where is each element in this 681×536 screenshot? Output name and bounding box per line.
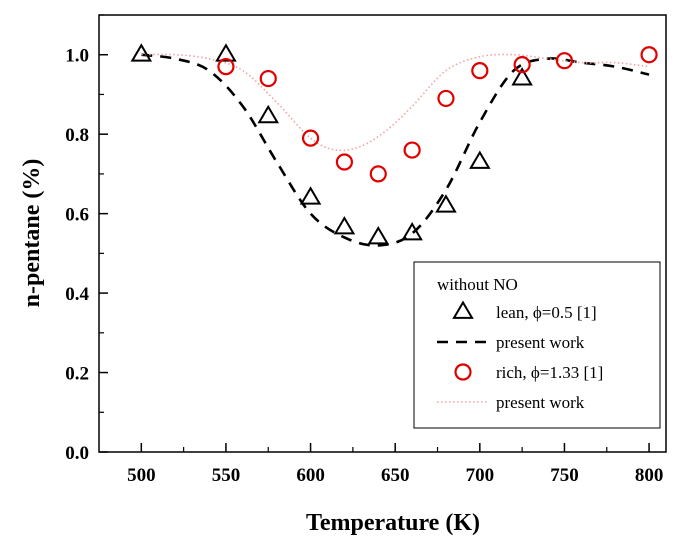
rich-data-point xyxy=(555,52,574,70)
x-tick-label: 800 xyxy=(635,465,664,486)
legend-title: without NO xyxy=(437,275,518,294)
series-line-3 xyxy=(141,53,650,152)
rich-data-point xyxy=(513,56,531,74)
lean-data-point xyxy=(299,186,322,205)
series-layer xyxy=(141,53,650,247)
rich-data-point xyxy=(335,153,354,171)
rich-data-point xyxy=(217,58,235,76)
y-axis: 0.0 0.2 0.4 0.6 0.8 1.0 xyxy=(65,14,108,464)
plot-frame xyxy=(98,14,667,453)
rich-data-point xyxy=(259,69,277,88)
y-tick-label: 0.6 xyxy=(65,205,89,226)
legend-label-1: present work xyxy=(496,333,585,352)
x-tick-label: 600 xyxy=(296,465,325,486)
rich-data-point xyxy=(301,129,320,147)
legend-circle-marker xyxy=(454,363,472,381)
marker-layer xyxy=(130,43,658,245)
series-line-1 xyxy=(141,53,650,247)
x-axis: 500 550 600 650 700 750 800 xyxy=(127,443,663,486)
legend-label-2: rich, ϕ=1.33 [1] xyxy=(496,363,603,382)
rich-data-point xyxy=(471,62,489,80)
x-axis-title: Temperature (K) xyxy=(306,510,480,536)
lean-data-point xyxy=(511,67,533,86)
x-tick-label: 750 xyxy=(550,465,579,486)
lean-data-point xyxy=(435,194,457,213)
y-tick-label: 0.0 xyxy=(65,443,89,464)
lean-data-point xyxy=(215,43,237,62)
lean-data-point xyxy=(130,43,153,62)
y-tick-label: 0.4 xyxy=(65,284,89,305)
x-tick-label: 650 xyxy=(381,465,410,486)
legend-label-0: lean, ϕ=0.5 [1] xyxy=(496,303,597,322)
y-tick-label: 0.2 xyxy=(65,364,89,385)
lean-data-point xyxy=(333,216,356,235)
rich-data-point xyxy=(640,46,658,64)
rich-data-point xyxy=(369,165,387,183)
lean-data-point xyxy=(367,225,390,245)
legend-label-3: present work xyxy=(496,393,585,412)
lean-data-point xyxy=(469,150,491,169)
legend-triangle-marker xyxy=(452,300,474,319)
y-tick-label: 1.0 xyxy=(65,46,89,67)
y-axis-title: n-pentane (%) xyxy=(19,159,45,308)
legend: without NO lean, ϕ=0.5 [1] present work ri… xyxy=(413,261,661,429)
x-tick-label: 550 xyxy=(212,465,241,486)
rich-data-point xyxy=(437,89,455,108)
legend-box xyxy=(413,261,661,429)
rich-data-point xyxy=(403,141,421,159)
x-tick-label: 500 xyxy=(127,465,156,486)
lean-data-point xyxy=(401,222,423,241)
y-tick-label: 0.8 xyxy=(65,125,89,146)
lean-data-point xyxy=(257,104,280,124)
x-tick-label: 700 xyxy=(466,465,495,486)
